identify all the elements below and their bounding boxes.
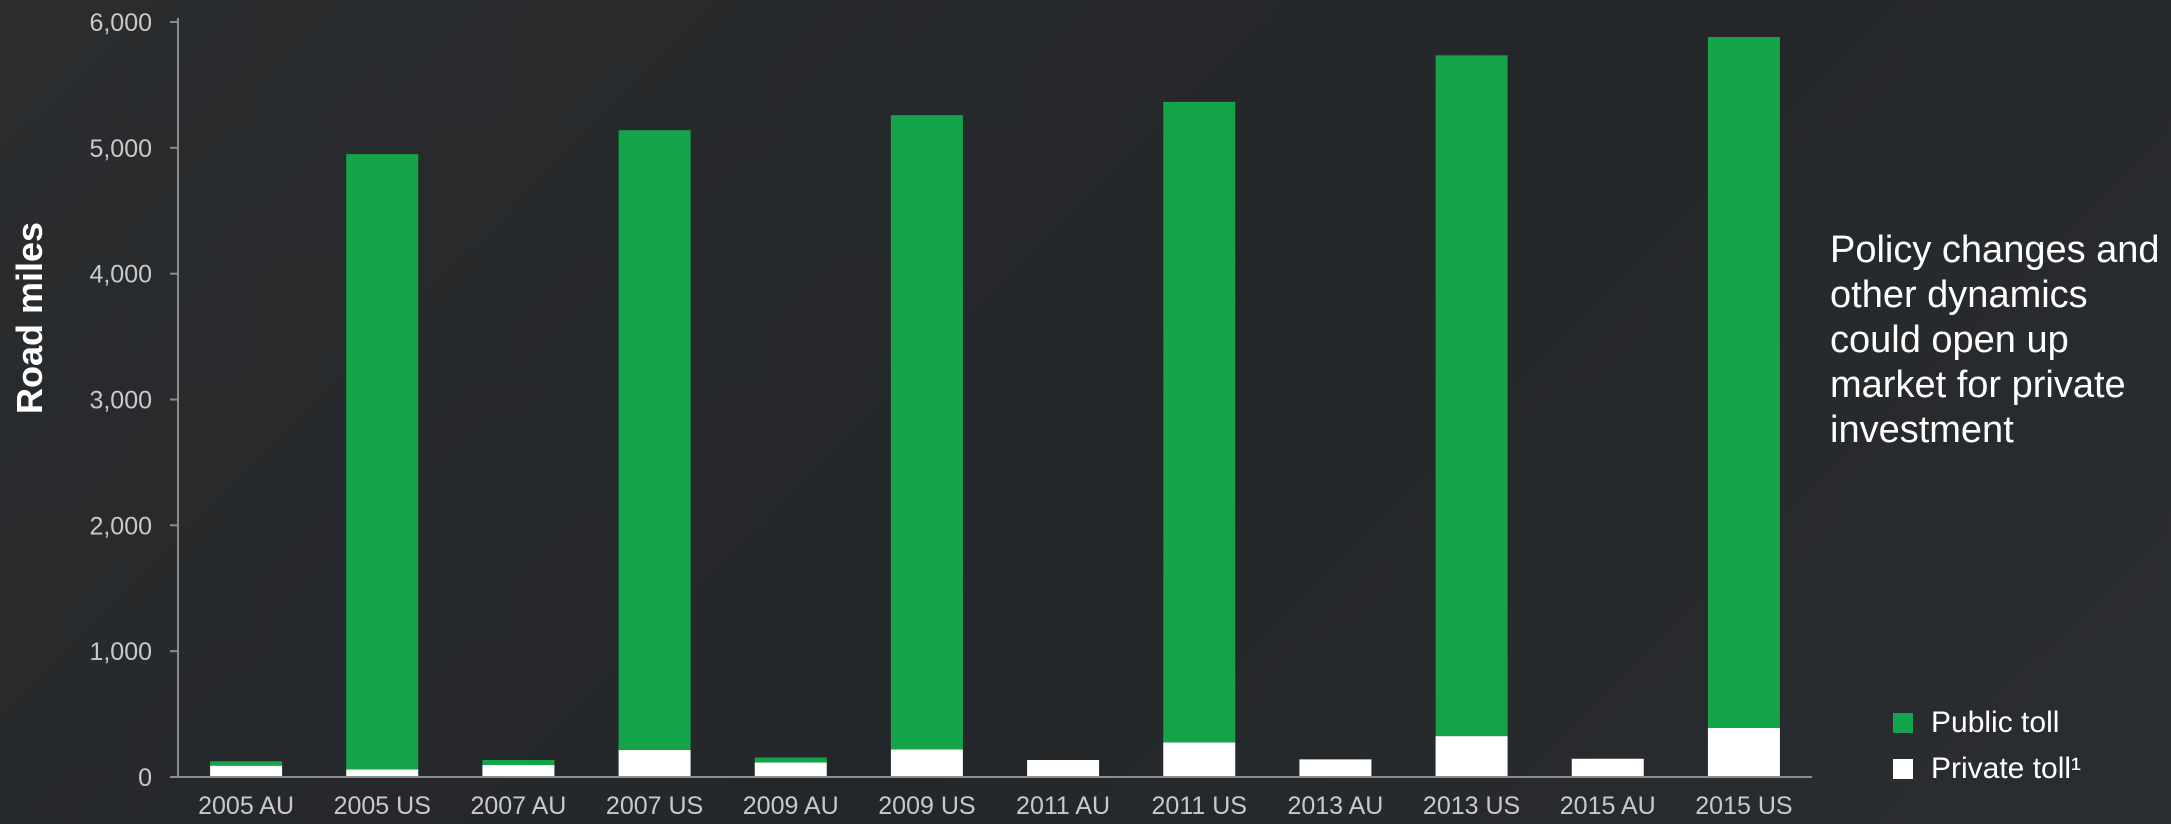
y-tick-label: 4,000	[89, 261, 152, 289]
y-tick-label: 6,000	[89, 9, 152, 37]
bar-public-toll	[1707, 37, 1780, 728]
bar-private-toll	[482, 765, 555, 777]
bar-public-toll	[618, 130, 691, 750]
legend-item-private-toll: Private toll¹	[1893, 746, 2081, 792]
bars	[210, 37, 1780, 777]
x-axis: 2005 AU 2005 US 2007 AU 2007 US 2009 AU 2009 …	[178, 776, 1812, 820]
y-tick-label: 3,000	[89, 387, 152, 415]
y-tick-label: 2,000	[89, 512, 152, 540]
bar-private-toll	[1299, 759, 1372, 777]
x-tick-label: 2015 US	[1695, 792, 1792, 820]
bar-public-toll	[482, 760, 555, 766]
x-tick-label: 2007 US	[606, 792, 703, 820]
bar-public-toll	[1435, 55, 1508, 737]
bar-public-toll	[754, 757, 827, 763]
legend: Public toll Private toll¹	[1893, 700, 2081, 792]
x-tick-label: 2011 AU	[1016, 792, 1110, 820]
x-tick-label: 2013 AU	[1287, 792, 1383, 820]
x-tick-label: 2015 AU	[1560, 792, 1656, 820]
x-tick-label: 2009 AU	[743, 792, 839, 820]
y-tick-label: 0	[138, 764, 152, 792]
legend-label-public-toll: Public toll	[1931, 706, 2060, 739]
bar-public-toll	[890, 115, 963, 750]
x-tick-label: 2011 US	[1152, 792, 1247, 820]
bar-private-toll	[1435, 736, 1508, 777]
legend-swatch-private-toll	[1893, 759, 1913, 779]
y-axis: 0 1,000 2,000 3,000 4,000 5,000 6,000	[89, 9, 179, 792]
bar-private-toll	[1027, 760, 1100, 777]
bar-private-toll	[210, 765, 283, 777]
bar-private-toll	[890, 749, 963, 777]
x-tick-label: 2009 US	[878, 792, 975, 820]
bar-private-toll	[1571, 758, 1644, 777]
x-tick-label: 2007 AU	[470, 792, 566, 820]
bar-public-toll	[1163, 101, 1236, 743]
bar-private-toll	[346, 769, 419, 777]
x-tick-label: 2005 AU	[198, 792, 294, 820]
bar-public-toll	[210, 761, 283, 766]
y-tick-label: 1,000	[89, 638, 152, 666]
policy-annotation: Policy changes and other dynamics could …	[1830, 229, 2160, 451]
legend-item-public-toll: Public toll	[1893, 700, 2081, 746]
legend-label-private-toll: Private toll¹	[1931, 752, 2082, 785]
bar-private-toll	[1707, 727, 1780, 777]
legend-swatch-public-toll	[1893, 713, 1913, 733]
y-tick-label: 5,000	[89, 135, 152, 163]
bar-public-toll	[346, 154, 419, 770]
bar-private-toll	[618, 749, 691, 777]
bar-private-toll	[754, 762, 827, 777]
x-tick-label: 2013 US	[1423, 792, 1520, 820]
y-axis-label: Road miles	[9, 222, 50, 414]
bar-private-toll	[1163, 742, 1236, 777]
x-tick-label: 2005 US	[334, 792, 431, 820]
